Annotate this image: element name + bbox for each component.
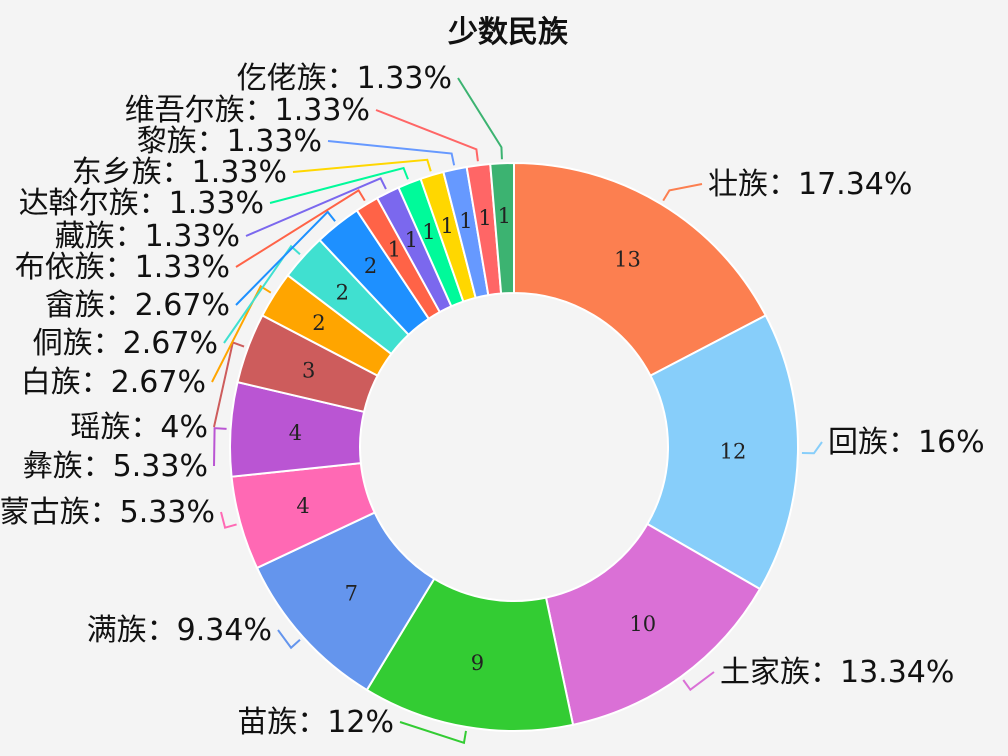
slice-value-label: 1	[405, 228, 418, 252]
leader-line	[327, 140, 456, 166]
slice-value-label: 1	[498, 204, 511, 228]
leader-line	[457, 77, 503, 160]
slice-outer-label: 苗族：12%	[237, 705, 394, 740]
leader-line	[223, 244, 301, 344]
leader-line	[399, 721, 467, 745]
slice-outer-label: 东乡族：1.33%	[72, 155, 287, 190]
leader-line	[269, 166, 409, 204]
slice-value-label: 7	[345, 582, 358, 606]
slice-value-label: 1	[441, 214, 454, 238]
slice-value-label: 9	[471, 651, 484, 675]
slice-outer-label: 畲族：2.67%	[45, 288, 230, 323]
leader-line	[235, 189, 366, 268]
slice-value-label: 1	[459, 209, 472, 233]
leader-line	[211, 284, 272, 383]
slice-outer-label: 黎族：1.33%	[137, 124, 322, 159]
leader-line	[245, 176, 387, 237]
slice-outer-label: 维吾尔族：1.33%	[125, 93, 370, 128]
slice-value-label: 2	[364, 254, 377, 278]
leader-line	[682, 671, 715, 692]
slice-outer-label: 布依族：1.33%	[15, 250, 230, 285]
slice-value-label: 1	[388, 237, 401, 261]
leader-line	[235, 210, 336, 306]
slice-outer-label: 蒙古族：5.33%	[0, 495, 215, 530]
slice-outer-label: 彝族：5.33%	[23, 449, 208, 484]
slice-value-label: 12	[720, 440, 747, 464]
slice-outer-label: 藏族：1.33%	[55, 219, 240, 254]
slice-value-label: 13	[614, 248, 641, 272]
chart-title: 少数民族	[448, 15, 569, 50]
leader-line	[662, 183, 703, 202]
slice-回族[interactable]	[646, 314, 799, 591]
slices-group	[229, 161, 799, 732]
slice-仡佬族[interactable]	[489, 161, 515, 295]
slice-value-label: 1	[422, 220, 435, 244]
slice-outer-label: 满族：9.34%	[87, 613, 272, 648]
slice-value-label: 4	[289, 421, 302, 445]
slice-value-label: 1	[478, 206, 491, 230]
slice-value-label: 3	[302, 359, 315, 383]
leader-line	[292, 158, 432, 173]
slice-value-label: 2	[312, 311, 325, 335]
slice-outer-label: 瑶族：4%	[70, 410, 208, 445]
slice-壮族[interactable]	[513, 161, 768, 378]
slice-outer-label: 达斡尔族：1.33%	[19, 186, 264, 221]
slice-outer-label: 土家族：13.34%	[720, 655, 954, 690]
leader-line	[375, 109, 479, 162]
leader-line	[801, 441, 823, 455]
slice-value-label: 4	[296, 494, 309, 518]
leader-line	[277, 629, 301, 650]
slice-outer-label: 壮族：17.34%	[708, 167, 912, 202]
slice-outer-label: 侗族：2.67%	[33, 326, 218, 361]
leader-line	[213, 427, 227, 467]
slice-value-label: 10	[629, 612, 656, 636]
leader-line	[220, 511, 237, 529]
slice-outer-labels-group: 壮族：17.34% 回族：16% 土家族：13.34% 苗族：12% 满族：9.34% 蒙…	[0, 61, 985, 740]
slice-outer-label: 回族：16%	[828, 425, 985, 460]
slice-outer-label: 白族：2.67%	[21, 365, 206, 400]
slice-outer-label: 仡佬族：1.33%	[237, 61, 452, 96]
leader-lines-group	[211, 77, 823, 745]
slice-value-label: 2	[336, 280, 349, 304]
